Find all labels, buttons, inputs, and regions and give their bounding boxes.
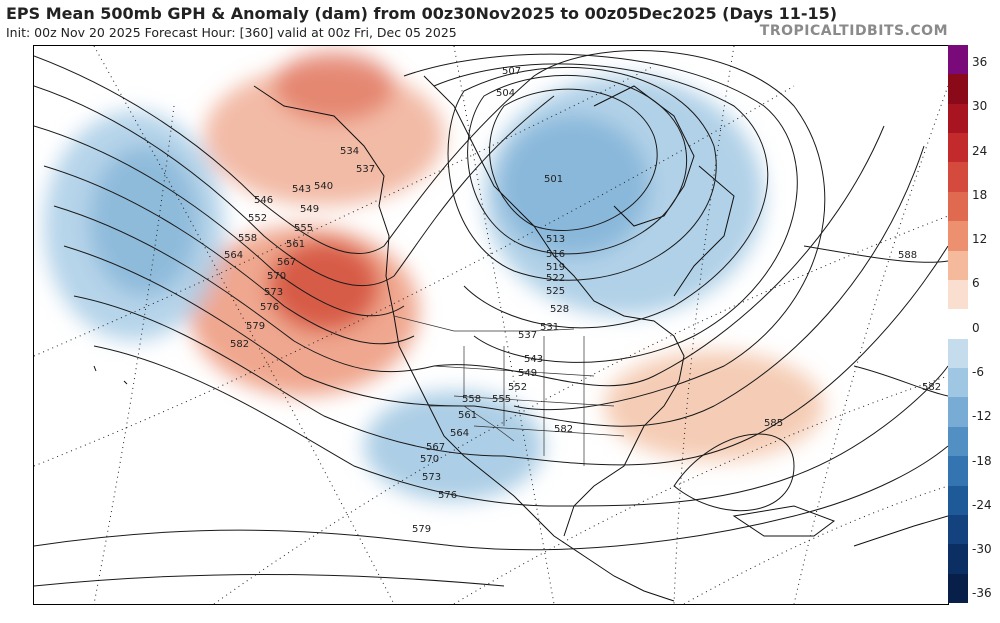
contour-label: 564: [450, 428, 469, 439]
colorbar-label: -36: [972, 586, 992, 601]
contour-label: 582: [554, 424, 573, 435]
colorbar-label: 24: [972, 143, 988, 158]
contour-label: 543: [292, 184, 311, 195]
colorbar-segment: [948, 573, 968, 604]
colorbar-segment: [948, 133, 968, 163]
colorbar-segment: [948, 544, 968, 575]
colorbar-segment: [948, 309, 968, 340]
contour-label: 576: [260, 302, 279, 313]
contour-label: 534: [340, 146, 359, 157]
height-contours: [34, 50, 948, 587]
contour-label: 552: [248, 213, 267, 224]
contour-label: 576: [438, 490, 457, 501]
borders: [393, 315, 625, 466]
colorbar-label: -18: [972, 453, 992, 468]
contour-label: 567: [426, 442, 445, 453]
contour-label: 546: [254, 195, 273, 206]
contour-label: 582: [922, 382, 941, 393]
colorbar-segment: [948, 514, 968, 545]
contour-label: 552: [508, 382, 527, 393]
contour-label: 531: [540, 322, 559, 333]
contour-label: 516: [546, 249, 565, 260]
contour-label: 540: [314, 181, 333, 192]
colorbar-label: 36: [972, 55, 988, 69]
map-panel: 507 504 501 534 537 540 543 546 549 552 555 558 561 5…: [33, 45, 949, 605]
contour-label: 582: [230, 339, 249, 350]
colorbar-label: 6: [972, 276, 980, 291]
colorbar-segment: [948, 485, 968, 516]
chart-title: EPS Mean 500mb GPH & Anomaly (dam) from …: [6, 4, 838, 23]
contour-label: 537: [356, 164, 375, 175]
contour-label: 579: [412, 524, 431, 535]
colorbar-segment: [948, 103, 968, 134]
contour-label: 504: [496, 88, 515, 99]
colorbar-label: 18: [972, 187, 988, 202]
colorbar-segment: [948, 221, 968, 252]
colorbar-segment: [948, 250, 968, 281]
colorbar-label: -12: [972, 409, 992, 424]
colorbar-label: 0: [972, 320, 980, 335]
contour-label: 570: [420, 454, 439, 465]
contour-label: 579: [246, 321, 265, 332]
colorbar-segment: [948, 45, 968, 75]
contour-label: 561: [286, 239, 305, 250]
contour-label: 549: [518, 368, 537, 379]
contour-label: 555: [294, 223, 313, 234]
anomaly-colorbar: [948, 45, 968, 604]
contour-label: 507: [502, 66, 521, 77]
contour-label: 555: [492, 394, 511, 405]
colorbar-label: 12: [972, 232, 988, 247]
contour-label: 567: [277, 257, 296, 268]
contour-label: 585: [764, 418, 783, 429]
anomaly-trough-north-pacific-core: [89, 146, 199, 296]
contour-label: 522: [546, 273, 565, 284]
colorbar-label: -30: [972, 542, 992, 557]
colorbar-label: -6: [972, 365, 984, 379]
contour-label: 558: [238, 233, 257, 244]
colorbar-segment: [948, 338, 968, 369]
contour-label: 513: [546, 234, 565, 245]
anomaly-trough-hudson-bay-core: [499, 116, 649, 256]
contour-label: 570: [267, 271, 286, 282]
colorbar-label: -24: [972, 497, 992, 512]
brand-watermark[interactable]: TROPICALTIDBITS.COM: [759, 23, 948, 39]
chart-subtitle: Init: 00z Nov 20 2025 Forecast Hour: [36…: [6, 25, 457, 40]
colorbar-segment: [948, 74, 968, 105]
colorbar-segment: [948, 368, 968, 398]
anomaly-shading: [44, 51, 824, 501]
contour-label: 525: [546, 286, 565, 297]
contour-label: 519: [546, 262, 565, 273]
contour-label: 588: [898, 250, 917, 261]
graticule: [34, 46, 948, 604]
contour-label: 537: [518, 330, 537, 341]
contour-label: 558: [462, 394, 481, 405]
colorbar-segment: [948, 191, 968, 222]
colorbar-segment: [948, 162, 968, 193]
colorbar-segment: [948, 456, 968, 487]
contour-label: 561: [458, 410, 477, 421]
contour-label: 501: [544, 174, 563, 185]
contour-label: 549: [300, 204, 319, 215]
map-canvas: 5075045015345375405435465495525555585615…: [34, 46, 948, 604]
colorbar-label: 30: [972, 99, 988, 114]
contour-label: 573: [422, 472, 441, 483]
contour-label: 528: [550, 304, 569, 315]
anomaly-ridge-alaska-core: [274, 51, 394, 121]
colorbar-segment: [948, 397, 968, 428]
colorbar-segment: [948, 426, 968, 457]
contour-label: 573: [264, 287, 283, 298]
contour-label-group: 5075045015345375405435465495525555585615…: [224, 66, 941, 535]
anomaly-ridge-west-coast-core: [269, 241, 379, 331]
contour-label: 543: [524, 354, 543, 365]
colorbar-segment: [948, 279, 968, 310]
contour-label: 564: [224, 250, 243, 261]
